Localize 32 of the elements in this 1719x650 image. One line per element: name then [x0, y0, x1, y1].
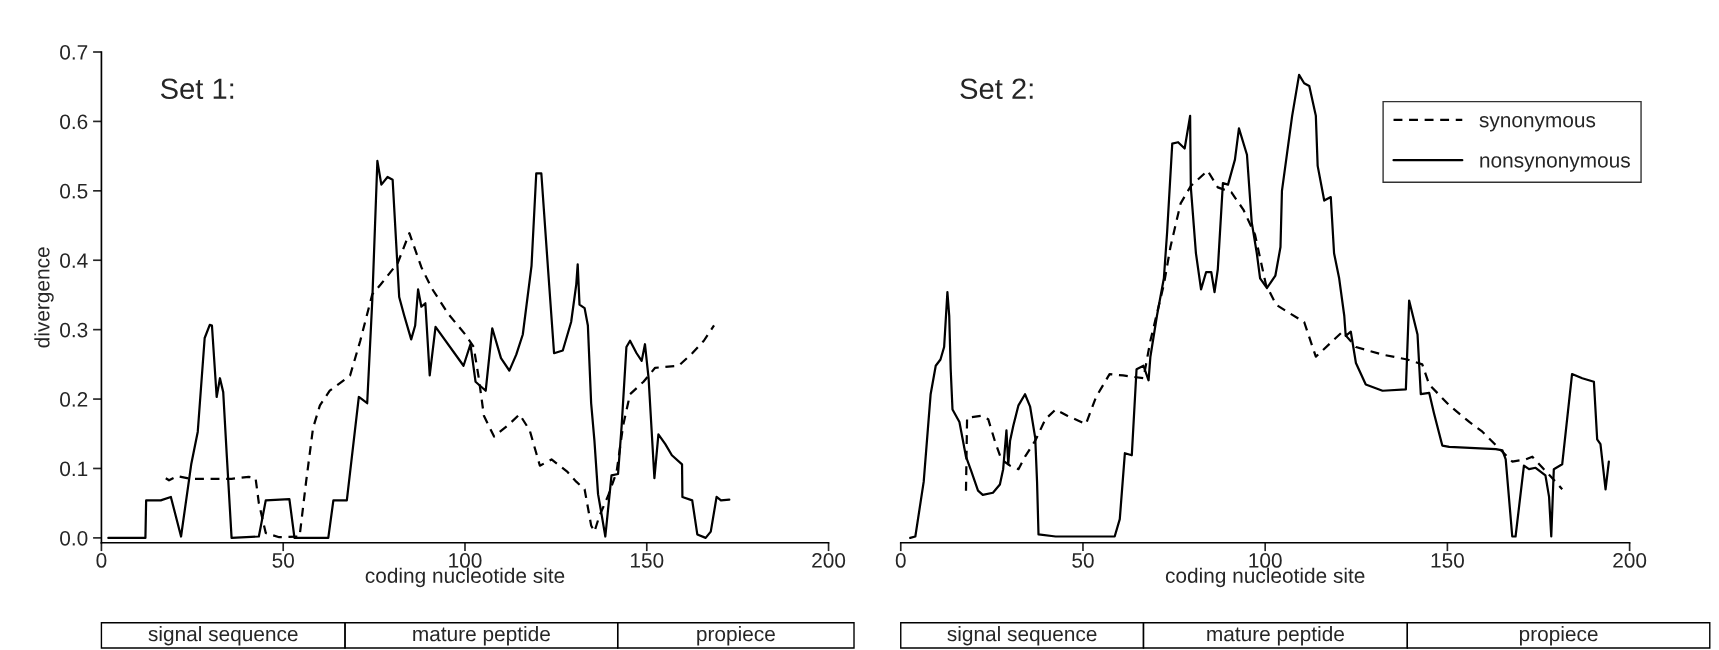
x-tick-label: 150 [1431, 553, 1464, 568]
y-axis-title: divergence [34, 247, 54, 348]
text: signal sequence [148, 625, 298, 646]
x-tick-label: 0 [96, 553, 107, 568]
x-axis-title: coding nucleotide site [1165, 567, 1365, 588]
text: propiece [1519, 625, 1598, 646]
x-tick-label: 0 [895, 553, 906, 568]
y-tick-label: 0.6 [60, 114, 88, 130]
y-tick-label: 0.0 [60, 530, 88, 546]
x-tick-label: 200 [1613, 553, 1647, 568]
text: signal sequence [947, 625, 1097, 646]
line-series [107, 159, 731, 539]
text: Set 2: [960, 78, 1033, 100]
y-tick-label: 0.7 [60, 45, 88, 60]
legend-label: synonymous [1479, 115, 1596, 132]
x-tick-label: 100 [1249, 553, 1282, 568]
x-tick-label: 200 [812, 553, 846, 568]
y-tick-label: 0.4 [60, 253, 88, 268]
text: mature peptide [1207, 625, 1344, 646]
text: Set 1: [160, 78, 234, 100]
y-tick-label: 0.3 [60, 322, 88, 338]
y-tick-label: 0.2 [60, 392, 88, 407]
x-tick-label: 150 [630, 553, 664, 568]
legend-label: nonsynonymous [1480, 156, 1630, 172]
text: mature peptide [413, 625, 550, 646]
text: propiece [697, 625, 775, 646]
x-axis-title: coding nucleotide site [365, 567, 565, 588]
x-tick-label: 50 [272, 553, 294, 568]
x-tick-label: 100 [449, 553, 482, 568]
y-tick-label: 0.5 [60, 183, 88, 199]
x-tick-label: 50 [1072, 553, 1094, 568]
y-tick-label: 0.1 [60, 461, 88, 477]
